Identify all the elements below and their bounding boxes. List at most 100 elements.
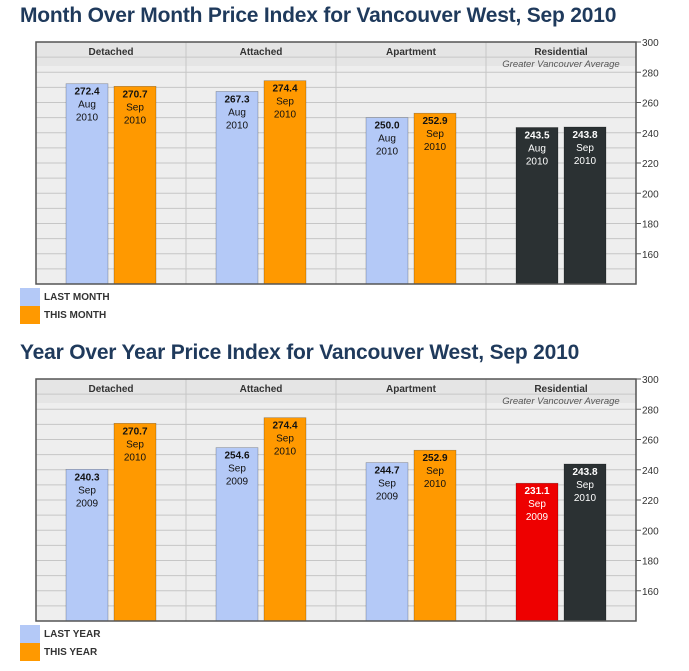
legend-swatch: [20, 643, 40, 661]
bar-period-label: Sep: [426, 466, 444, 477]
category-subtitle: Greater Vancouver Average: [502, 396, 619, 407]
legend-year-over-year: LAST YEAR THIS YEAR: [20, 625, 101, 661]
bar-year-label: 2009: [76, 498, 99, 509]
bar-period-label: Sep: [528, 499, 546, 510]
y-tick-label: 240: [642, 129, 659, 140]
bar-year-label: 2010: [424, 142, 447, 153]
category-label-detached: Detached: [88, 47, 133, 58]
bar-year-label: 2010: [226, 120, 249, 131]
bar-period-label: Sep: [576, 143, 594, 154]
bar-year-label: 2009: [376, 492, 399, 503]
bar-year-label: 2010: [76, 113, 99, 124]
bar-apartment-previous: [365, 462, 409, 622]
bar-value-label: 240.3: [74, 472, 99, 483]
category-label-attached: Attached: [240, 384, 283, 395]
bar-year-label: 2010: [376, 147, 399, 158]
legend-swatch: [20, 288, 40, 306]
bar-value-label: 274.4: [272, 421, 297, 432]
y-tick-label: 280: [642, 405, 659, 416]
legend-swatch: [20, 625, 40, 643]
bar-value-label: 244.7: [374, 466, 399, 477]
bar-value-label: 243.8: [572, 130, 597, 141]
bar-period-label: Aug: [78, 100, 96, 111]
bar-value-label: 243.5: [524, 130, 549, 141]
y-tick-label: 240: [642, 466, 659, 477]
bar-period-label: Sep: [276, 97, 294, 108]
legend-swatch: [20, 306, 40, 324]
bar-year-label: 2010: [526, 156, 549, 167]
bar-period-label: Sep: [426, 129, 444, 140]
category-label-residential: Residential: [534, 384, 588, 395]
bar-value-label: 250.0: [374, 121, 399, 132]
bar-value-label: 267.3: [224, 94, 249, 105]
bar-value-label: 270.7: [122, 89, 147, 100]
chart-title-month-over-month: Month Over Month Price Index for Vancouv…: [20, 4, 617, 27]
bar-period-label: Sep: [78, 485, 96, 496]
bar-apartment-previous: [365, 117, 409, 285]
category-label-apartment: Apartment: [386, 384, 437, 395]
bar-value-label: 252.9: [422, 453, 447, 464]
y-tick-label: 160: [642, 587, 659, 598]
bar-value-label: 231.1: [524, 486, 549, 497]
y-tick-label: 200: [642, 189, 659, 200]
bar-detached-previous: [65, 468, 109, 622]
bar-period-label: Sep: [126, 102, 144, 113]
bar-period-label: Sep: [228, 464, 246, 475]
bar-value-label: 243.8: [572, 467, 597, 478]
bar-year-label: 2010: [424, 479, 447, 490]
bar-detached-current: [113, 86, 157, 285]
category-label-attached: Attached: [240, 47, 283, 58]
bar-period-label: Sep: [576, 480, 594, 491]
bar-attached-current: [263, 417, 307, 622]
bar-value-label: 254.6: [224, 451, 249, 462]
legend-item-this-year: THIS YEAR: [20, 643, 101, 661]
bar-period-label: Sep: [378, 479, 396, 490]
bar-year-label: 2010: [274, 110, 297, 121]
bar-attached-previous: [215, 91, 259, 285]
bar-detached-previous: [65, 83, 109, 285]
bar-detached-current: [113, 423, 157, 622]
bar-residential-current: [563, 463, 607, 622]
bar-attached-previous: [215, 447, 259, 622]
bar-residential-previous: [515, 127, 559, 285]
chart-title-year-over-year: Year Over Year Price Index for Vancouver…: [20, 341, 580, 364]
bar-residential-previous: [515, 482, 559, 622]
y-tick-label: 180: [642, 557, 659, 568]
bar-residential-current: [563, 126, 607, 285]
bar-value-label: 252.9: [422, 116, 447, 127]
bar-apartment-current: [413, 112, 457, 285]
y-tick-label: 200: [642, 526, 659, 537]
bar-year-label: 2009: [226, 477, 249, 488]
bar-attached-current: [263, 80, 307, 285]
legend-item-last-year: LAST YEAR: [20, 625, 101, 643]
bar-value-label: 272.4: [74, 87, 99, 98]
bar-period-label: Aug: [228, 107, 246, 118]
bar-value-label: 270.7: [122, 426, 147, 437]
bar-apartment-current: [413, 449, 457, 622]
legend-month-over-month: LAST MONTH THIS MONTH: [20, 288, 110, 324]
bar-year-label: 2010: [124, 115, 147, 126]
category-label-detached: Detached: [88, 384, 133, 395]
y-tick-label: 180: [642, 220, 659, 231]
y-tick-label: 300: [642, 375, 659, 386]
category-label-apartment: Apartment: [386, 47, 437, 58]
legend-label: THIS YEAR: [44, 646, 98, 658]
y-tick-label: 220: [642, 159, 659, 170]
legend-label: LAST YEAR: [44, 628, 101, 640]
legend-label: THIS MONTH: [44, 309, 107, 321]
legend-item-last-month: LAST MONTH: [20, 288, 110, 306]
y-tick-label: 160: [642, 250, 659, 261]
bar-year-label: 2010: [274, 447, 297, 458]
bar-year-label: 2010: [574, 156, 597, 167]
y-tick-label: 260: [642, 436, 659, 447]
chart-year-over-year: Detached 240.3 Sep 2009 270.7 Sep 2010 Attached…: [35, 375, 659, 622]
bar-period-label: Aug: [378, 134, 396, 145]
bar-period-label: Sep: [276, 434, 294, 445]
bar-year-label: 2010: [574, 493, 597, 504]
legend-label: LAST MONTH: [44, 291, 110, 303]
bar-period-label: Aug: [528, 143, 546, 154]
chart-month-over-month: Detached 272.4 Aug 2010 270.7 Sep 2010 Attached…: [35, 38, 659, 285]
bar-year-label: 2009: [526, 512, 549, 523]
bar-value-label: 274.4: [272, 84, 297, 95]
bar-year-label: 2010: [124, 452, 147, 463]
